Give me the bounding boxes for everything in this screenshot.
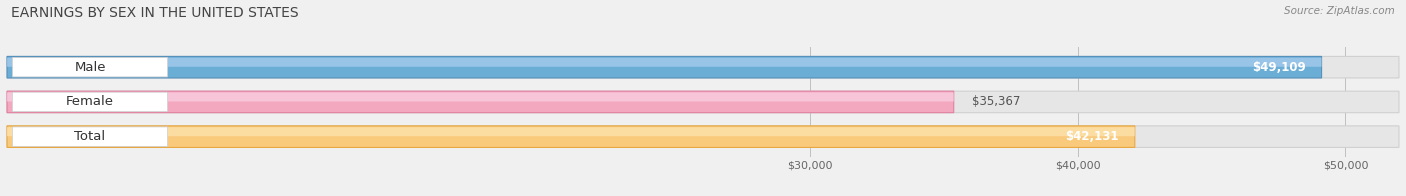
FancyBboxPatch shape (13, 127, 167, 146)
FancyBboxPatch shape (7, 91, 1399, 113)
FancyBboxPatch shape (7, 127, 1135, 136)
Text: $35,367: $35,367 (973, 95, 1021, 108)
Text: $49,109: $49,109 (1251, 61, 1306, 74)
Text: Female: Female (66, 95, 114, 108)
Text: $42,131: $42,131 (1066, 130, 1119, 143)
FancyBboxPatch shape (7, 56, 1322, 78)
Text: Source: ZipAtlas.com: Source: ZipAtlas.com (1284, 6, 1395, 16)
FancyBboxPatch shape (13, 92, 167, 112)
Text: Total: Total (75, 130, 105, 143)
Text: EARNINGS BY SEX IN THE UNITED STATES: EARNINGS BY SEX IN THE UNITED STATES (11, 6, 299, 20)
FancyBboxPatch shape (7, 91, 953, 113)
FancyBboxPatch shape (7, 56, 1399, 78)
FancyBboxPatch shape (7, 126, 1399, 147)
FancyBboxPatch shape (13, 57, 167, 77)
FancyBboxPatch shape (7, 126, 1135, 147)
FancyBboxPatch shape (7, 93, 953, 102)
FancyBboxPatch shape (7, 58, 1322, 67)
Text: Male: Male (75, 61, 105, 74)
